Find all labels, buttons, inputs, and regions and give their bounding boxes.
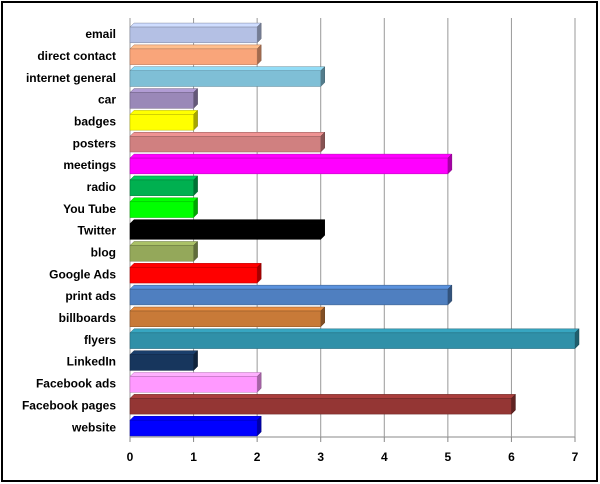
bar-top — [129, 350, 199, 355]
x-tick-label: 2 — [254, 450, 261, 464]
bar-top — [129, 66, 326, 71]
bar-top — [129, 132, 326, 137]
bar — [129, 157, 449, 175]
bar — [129, 223, 321, 240]
bar — [129, 354, 194, 371]
y-tick-label: Facebook ads — [36, 377, 116, 391]
y-tick-label: Facebook pages — [22, 398, 116, 412]
y-tick-label: LinkedIn — [67, 355, 116, 369]
y-tick-label: website — [71, 420, 116, 434]
x-tick-label: 4 — [381, 450, 388, 464]
y-tick-label: Twitter — [78, 224, 117, 238]
bar-top — [129, 110, 199, 115]
y-tick-label: direct contact — [37, 49, 116, 63]
bar-top — [129, 175, 199, 181]
bar — [129, 332, 576, 349]
bar — [129, 70, 321, 87]
bar-top — [129, 197, 199, 203]
y-tick-label: meetings — [63, 158, 116, 172]
bar — [129, 48, 258, 65]
x-tick-label: 0 — [127, 450, 134, 464]
bar — [129, 398, 512, 415]
y-tick-label: billboards — [59, 311, 117, 325]
y-tick-label: flyers — [84, 333, 116, 347]
x-tick-label: 3 — [317, 450, 324, 464]
bar — [129, 288, 449, 306]
y-tick-label: email — [85, 27, 116, 41]
y-tick-label: internet general — [26, 71, 116, 85]
x-tick-label: 1 — [190, 450, 197, 464]
bar — [129, 267, 258, 284]
bar — [129, 114, 194, 131]
bar — [129, 179, 194, 196]
bar-top — [129, 88, 199, 93]
bar-top — [129, 372, 262, 377]
x-tick-label: 6 — [508, 450, 515, 464]
y-tick-label: Google Ads — [49, 267, 116, 281]
bar — [129, 310, 321, 327]
y-tick-label: You Tube — [63, 202, 116, 216]
x-tick-label: 5 — [445, 450, 452, 464]
bar-top — [129, 153, 453, 159]
y-tick-label: print ads — [65, 289, 116, 303]
bar-top — [129, 328, 580, 334]
bar-top — [129, 415, 262, 421]
bar-top — [129, 22, 262, 28]
bar-top — [129, 219, 326, 224]
bar-top — [129, 394, 517, 399]
bar — [129, 26, 258, 44]
bar — [129, 136, 321, 153]
bar-top — [129, 306, 326, 312]
bar — [129, 201, 194, 218]
y-tick-label: posters — [73, 136, 117, 150]
bar — [129, 376, 258, 393]
bar-top — [129, 241, 199, 246]
y-tick-label: blog — [91, 246, 116, 260]
bar — [129, 419, 258, 437]
bar-top — [129, 284, 453, 290]
bar-top — [129, 44, 262, 50]
bar — [129, 92, 194, 109]
x-tick-label: 7 — [572, 450, 579, 464]
y-tick-label: radio — [87, 180, 116, 194]
bar — [129, 245, 194, 262]
y-tick-label: badges — [74, 114, 116, 128]
y-tick-label: car — [98, 93, 116, 107]
bar-top — [129, 263, 262, 268]
